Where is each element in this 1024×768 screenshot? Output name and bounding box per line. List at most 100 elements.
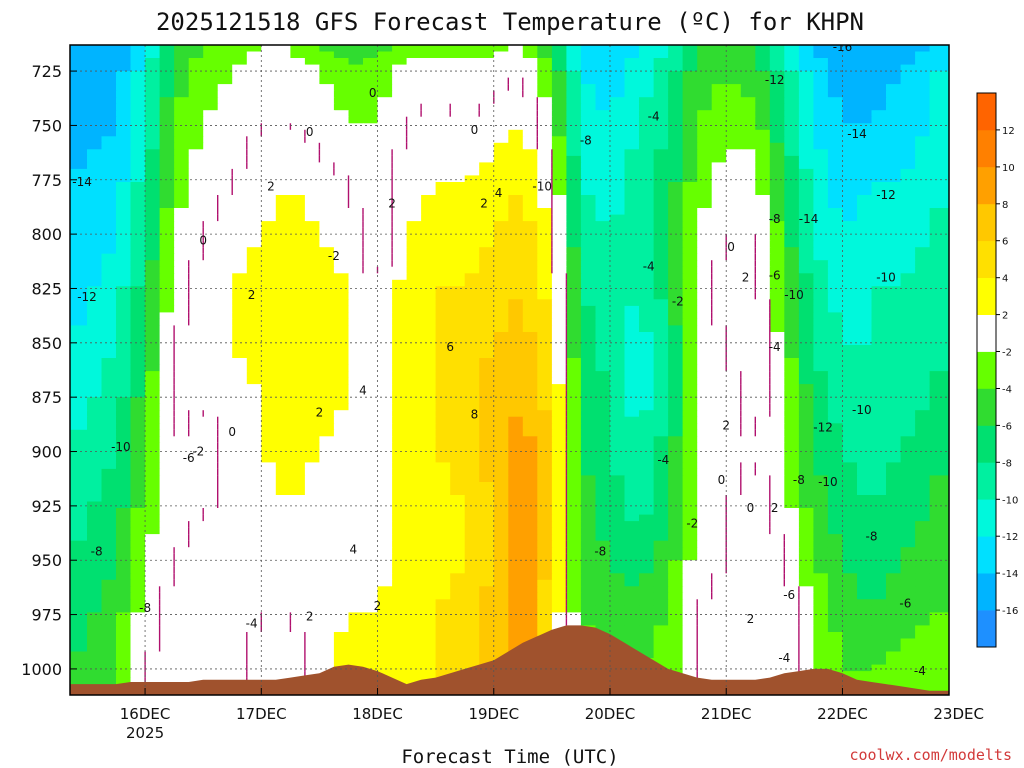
temperature-cell [217,560,233,568]
temperature-cell [929,442,949,450]
temperature-cell [377,429,393,437]
temperature-cell [377,410,393,418]
temperature-cell [711,129,727,137]
temperature-cell [479,279,495,287]
temperature-cell [464,579,480,587]
temperature-cell [551,501,567,509]
temperature-cell [261,508,277,516]
temperature-cell [421,208,437,216]
temperature-cell [348,51,364,59]
temperature-cell [624,58,640,66]
temperature-cell [697,247,713,255]
temperature-cell [886,325,902,333]
temperature-cell [813,175,829,183]
temperature-cell [232,534,248,542]
temperature-cell [159,168,175,176]
temperature-cell [915,358,931,366]
temperature-cell [639,273,655,281]
temperature-cell [130,475,146,483]
temperature-cell [566,468,582,476]
temperature-cell [304,51,320,59]
temperature-cell [740,449,756,457]
temperature-cell [130,468,146,476]
temperature-cell [159,312,175,320]
temperature-cell [159,182,175,190]
temperature-cell [886,358,902,366]
temperature-cell [188,110,204,118]
temperature-cell [624,299,640,307]
temperature-cell [70,429,88,437]
temperature-cell [697,377,713,385]
temperature-cell [145,110,161,118]
temperature-cell [813,273,829,281]
temperature-cell [740,442,756,450]
temperature-cell [595,234,611,242]
temperature-cell [857,227,873,235]
temperature-cell [435,318,451,326]
temperature-cell [101,573,117,581]
temperature-cell [70,201,88,209]
temperature-cell [639,527,655,535]
temperature-cell [798,410,814,418]
temperature-cell [493,364,509,372]
temperature-cell [116,325,132,333]
temperature-cell [915,110,931,118]
temperature-cell [784,429,800,437]
temperature-cell [304,468,320,476]
temperature-cell [363,116,379,124]
temperature-cell [682,155,698,163]
temperature-cell [363,71,379,79]
temperature-cell [159,247,175,255]
temperature-cell [566,214,582,222]
temperature-cell [246,560,262,568]
temperature-cell [522,155,538,163]
temperature-cell [290,182,306,190]
temperature-cell [130,553,146,561]
temperature-cell [435,155,451,163]
temperature-cell [537,455,553,463]
temperature-cell [813,312,829,320]
temperature-cell [261,155,277,163]
temperature-cell [624,227,640,235]
temperature-cell [70,90,88,98]
temperature-cell [857,123,873,131]
temperature-cell [304,227,320,235]
temperature-cell [145,371,161,379]
temperature-cell [784,397,800,405]
temperature-cell [886,234,902,242]
temperature-cell [275,162,291,170]
temperature-cell [566,208,582,216]
temperature-cell [406,534,422,542]
temperature-cell [479,449,495,457]
temperature-cell [116,364,132,372]
temperature-cell [915,90,931,98]
temperature-cell [493,384,509,392]
temperature-cell [421,234,437,242]
temperature-cell [348,214,364,222]
temperature-cell [116,403,132,411]
temperature-cell [871,449,887,457]
temperature-cell [857,508,873,516]
temperature-cell [464,182,480,190]
temperature-cell [493,423,509,431]
temperature-cell [450,514,466,522]
temperature-cell [522,566,538,574]
temperature-cell [697,338,713,346]
temperature-cell [740,436,756,444]
temperature-cell [290,527,306,535]
temperature-cell [319,292,335,300]
temperature-cell [522,123,538,131]
temperature-cell [827,142,843,150]
temperature-cell [711,455,727,463]
temperature-cell [900,155,916,163]
temperature-cell [435,423,451,431]
temperature-cell [464,429,480,437]
temperature-cell [711,351,727,359]
temperature-cell [653,292,669,300]
temperature-cell [159,560,175,568]
temperature-cell [915,227,931,235]
temperature-cell [580,149,596,157]
temperature-cell [769,110,785,118]
temperature-cell [726,155,742,163]
temperature-cell [653,501,669,509]
